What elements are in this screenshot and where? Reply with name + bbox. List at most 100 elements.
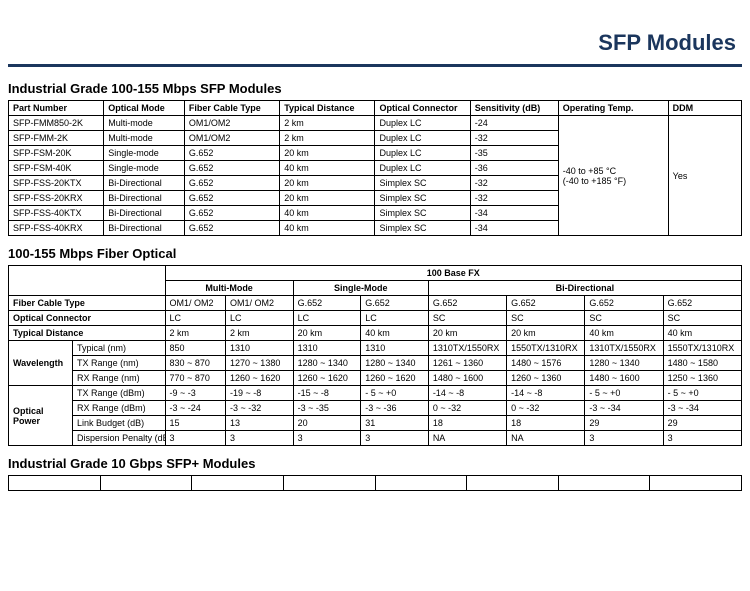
cell: Simplex SC: [375, 206, 470, 221]
table-row: Optical Power TX Range (dBm) -9 ~ -3 -19…: [9, 386, 742, 401]
cell: G.652: [184, 206, 279, 221]
cell: LC: [165, 311, 225, 326]
table-row: Link Budget (dB) 15 13 20 31 18 18 29 29: [9, 416, 742, 431]
cell: -34: [470, 206, 558, 221]
cell: 1310: [226, 341, 294, 356]
col-part-number: Part Number: [9, 101, 104, 116]
cell: 29: [585, 416, 663, 431]
cell: 20 km: [280, 146, 375, 161]
cell: 0 ~ -32: [507, 401, 585, 416]
cell: 830 ~ 870: [165, 356, 225, 371]
row-link-budget: Link Budget (dB): [73, 416, 166, 431]
cell: G.652: [663, 296, 741, 311]
cell: 20 km: [293, 326, 361, 341]
cell: 40 km: [663, 326, 741, 341]
cell: 0 ~ -32: [428, 401, 506, 416]
cell: G.652: [184, 221, 279, 236]
cell: SC: [507, 311, 585, 326]
cell: LC: [361, 311, 429, 326]
cell: NA: [428, 431, 506, 446]
cell: [283, 476, 375, 491]
cell: OM1/ OM2: [165, 296, 225, 311]
cell: 20 km: [280, 176, 375, 191]
cell: Duplex LC: [375, 161, 470, 176]
cell: 1270 ~ 1380: [226, 356, 294, 371]
cell: -3 ~ -34: [585, 401, 663, 416]
cell-ddm: Yes: [668, 116, 741, 236]
cell: -3 ~ -32: [226, 401, 294, 416]
table-row: Wavelength Typical (nm) 850 1310 1310 13…: [9, 341, 742, 356]
cell: 1261 ~ 1360: [428, 356, 506, 371]
cell: 40 km: [361, 326, 429, 341]
cell: 3: [361, 431, 429, 446]
cell: Simplex SC: [375, 221, 470, 236]
cell: 3: [585, 431, 663, 446]
cell: -14 ~ -8: [428, 386, 506, 401]
cell: -34: [470, 221, 558, 236]
row-rx-range-nm: RX Range (nm): [73, 371, 166, 386]
col-fiber-cable-type: Fiber Cable Type: [184, 101, 279, 116]
col-single-mode: Single-Mode: [293, 281, 428, 296]
cell: [650, 476, 742, 491]
cell: OM1/OM2: [184, 116, 279, 131]
cell: 29: [663, 416, 741, 431]
cell: - 5 ~ +0: [663, 386, 741, 401]
cell: 1480 ~ 1576: [507, 356, 585, 371]
cell: G.652: [585, 296, 663, 311]
cell: -19 ~ -8: [226, 386, 294, 401]
table-row: Typical Distance 2 km 2 km 20 km 40 km 2…: [9, 326, 742, 341]
cell: -3 ~ -34: [663, 401, 741, 416]
cell: 3: [663, 431, 741, 446]
cell: SFP-FMM-2K: [9, 131, 104, 146]
optemp-line2: (-40 to +185 °F): [563, 176, 664, 186]
cell: SFP-FSS-20KRX: [9, 191, 104, 206]
cell: 31: [361, 416, 429, 431]
cell: 1480 ~ 1600: [428, 371, 506, 386]
cell: -14 ~ -8: [507, 386, 585, 401]
row-group-optical-power: Optical Power: [9, 386, 73, 446]
cell: -3 ~ -36: [361, 401, 429, 416]
cell: SFP-FSM-20K: [9, 146, 104, 161]
cell: NA: [507, 431, 585, 446]
cell: 18: [428, 416, 506, 431]
cell: Single-mode: [104, 146, 185, 161]
col-bi-directional: Bi-Directional: [428, 281, 741, 296]
section3-title: Industrial Grade 10 Gbps SFP+ Modules: [8, 456, 742, 471]
cell: 2 km: [280, 116, 375, 131]
cell: Multi-mode: [104, 131, 185, 146]
cell: 1260 ~ 1360: [507, 371, 585, 386]
table-row: Optical Connector LC LC LC LC SC SC SC S…: [9, 311, 742, 326]
cell: LC: [226, 311, 294, 326]
cell: 1310TX/1550RX: [428, 341, 506, 356]
page-title: SFP Modules: [8, 12, 742, 67]
row-tx-range-dbm: TX Range (dBm): [73, 386, 166, 401]
cell: Duplex LC: [375, 116, 470, 131]
cell: Simplex SC: [375, 191, 470, 206]
cell: Bi-Directional: [104, 206, 185, 221]
cell: -32: [470, 176, 558, 191]
table-row: RX Range (dBm) -3 ~ -24 -3 ~ -32 -3 ~ -3…: [9, 401, 742, 416]
cell: 1280 ~ 1340: [585, 356, 663, 371]
cell: 40 km: [280, 206, 375, 221]
cell: G.652: [184, 176, 279, 191]
cell: 3: [165, 431, 225, 446]
table-sfp-100-155: Part Number Optical Mode Fiber Cable Typ…: [8, 100, 742, 236]
row-group-wavelength: Wavelength: [9, 341, 73, 386]
table-row: SFP-FMM850-2K Multi-mode OM1/OM2 2 km Du…: [9, 116, 742, 131]
section2-title: 100-155 Mbps Fiber Optical: [8, 246, 742, 261]
cell: Bi-Directional: [104, 221, 185, 236]
cell: [9, 476, 101, 491]
optemp-line1: -40 to +85 °C: [563, 166, 664, 176]
cell: Single-mode: [104, 161, 185, 176]
cell: 20: [293, 416, 361, 431]
cell: 1480 ~ 1580: [663, 356, 741, 371]
cell: -3 ~ -35: [293, 401, 361, 416]
cell: 15: [165, 416, 225, 431]
cell: 1480 ~ 1600: [585, 371, 663, 386]
cell: -24: [470, 116, 558, 131]
cell: OM1/ OM2: [226, 296, 294, 311]
cell: [100, 476, 192, 491]
cell: G.652: [184, 146, 279, 161]
cell: G.652: [507, 296, 585, 311]
cell: 40 km: [280, 221, 375, 236]
